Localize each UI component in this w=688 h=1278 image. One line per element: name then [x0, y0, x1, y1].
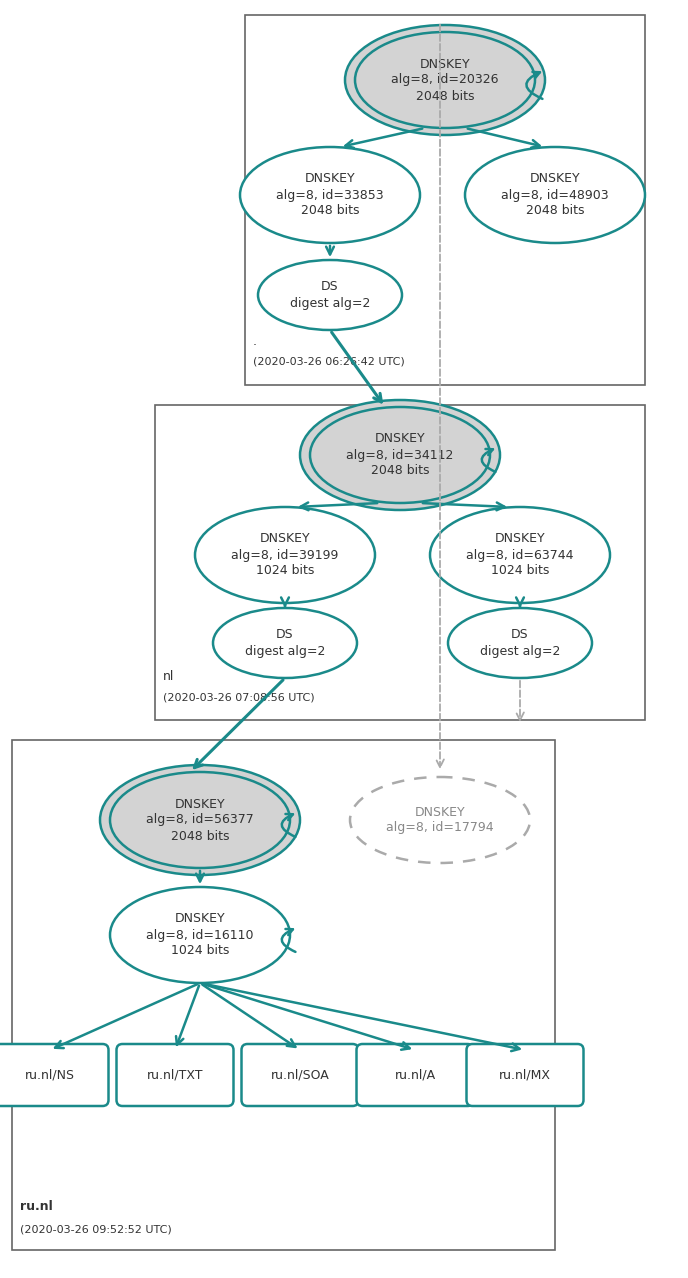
Ellipse shape [345, 26, 545, 135]
Text: ru.nl/NS: ru.nl/NS [25, 1068, 75, 1081]
Text: DNSKEY
alg=8, id=20326
2048 bits: DNSKEY alg=8, id=20326 2048 bits [391, 58, 499, 102]
Text: ru.nl/MX: ru.nl/MX [499, 1068, 551, 1081]
FancyBboxPatch shape [116, 1044, 233, 1105]
Bar [155, 405, 645, 720]
FancyBboxPatch shape [466, 1044, 583, 1105]
Text: DNSKEY
alg=8, id=63744
1024 bits: DNSKEY alg=8, id=63744 1024 bits [466, 533, 574, 578]
Bar [12, 740, 555, 1250]
Text: (2020-03-26 06:26:42 UTC): (2020-03-26 06:26:42 UTC) [253, 357, 405, 367]
Text: DNSKEY
alg=8, id=34112
2048 bits: DNSKEY alg=8, id=34112 2048 bits [346, 432, 453, 478]
Ellipse shape [258, 259, 402, 330]
Ellipse shape [195, 507, 375, 603]
Text: DNSKEY
alg=8, id=48903
2048 bits: DNSKEY alg=8, id=48903 2048 bits [501, 173, 609, 217]
Text: DS
digest alg=2: DS digest alg=2 [290, 280, 370, 309]
Ellipse shape [310, 406, 490, 504]
FancyBboxPatch shape [0, 1044, 109, 1105]
Text: DNSKEY
alg=8, id=56377
2048 bits: DNSKEY alg=8, id=56377 2048 bits [146, 797, 254, 842]
Ellipse shape [300, 400, 500, 510]
Text: DNSKEY
alg=8, id=33853
2048 bits: DNSKEY alg=8, id=33853 2048 bits [276, 173, 384, 217]
Text: (2020-03-26 07:08:56 UTC): (2020-03-26 07:08:56 UTC) [163, 691, 314, 702]
Bar [245, 15, 645, 385]
Text: DS
digest alg=2: DS digest alg=2 [480, 629, 560, 657]
Ellipse shape [110, 772, 290, 868]
Text: DS
digest alg=2: DS digest alg=2 [245, 629, 325, 657]
Text: nl: nl [163, 670, 174, 682]
Ellipse shape [448, 608, 592, 679]
Text: DNSKEY
alg=8, id=17794: DNSKEY alg=8, id=17794 [386, 805, 494, 835]
Ellipse shape [110, 887, 290, 983]
FancyBboxPatch shape [356, 1044, 473, 1105]
Text: ru.nl: ru.nl [20, 1200, 53, 1213]
Ellipse shape [355, 32, 535, 128]
Ellipse shape [350, 777, 530, 863]
Text: ru.nl/A: ru.nl/A [394, 1068, 436, 1081]
Ellipse shape [100, 766, 300, 875]
Text: DNSKEY
alg=8, id=16110
1024 bits: DNSKEY alg=8, id=16110 1024 bits [147, 912, 254, 957]
Ellipse shape [213, 608, 357, 679]
Text: ru.nl/SOA: ru.nl/SOA [270, 1068, 330, 1081]
Text: DNSKEY
alg=8, id=39199
1024 bits: DNSKEY alg=8, id=39199 1024 bits [231, 533, 338, 578]
Ellipse shape [465, 147, 645, 243]
FancyBboxPatch shape [241, 1044, 358, 1105]
Text: (2020-03-26 09:52:52 UTC): (2020-03-26 09:52:52 UTC) [20, 1224, 172, 1235]
Ellipse shape [430, 507, 610, 603]
Text: ru.nl/TXT: ru.nl/TXT [147, 1068, 203, 1081]
Ellipse shape [240, 147, 420, 243]
Text: .: . [253, 335, 257, 348]
